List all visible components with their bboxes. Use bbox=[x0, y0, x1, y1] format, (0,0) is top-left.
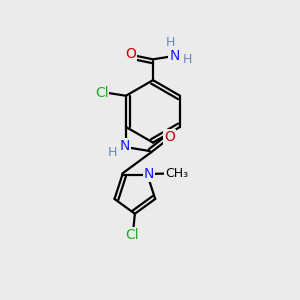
Text: CH₃: CH₃ bbox=[165, 167, 188, 180]
Text: N: N bbox=[144, 167, 154, 181]
Text: Cl: Cl bbox=[126, 228, 139, 242]
Text: N: N bbox=[169, 50, 180, 63]
Text: H: H bbox=[107, 146, 117, 159]
Text: H: H bbox=[166, 36, 176, 49]
Text: H: H bbox=[183, 53, 192, 66]
Text: Cl: Cl bbox=[95, 86, 108, 100]
Text: N: N bbox=[119, 139, 130, 153]
Text: O: O bbox=[125, 47, 136, 61]
Text: O: O bbox=[164, 130, 175, 144]
